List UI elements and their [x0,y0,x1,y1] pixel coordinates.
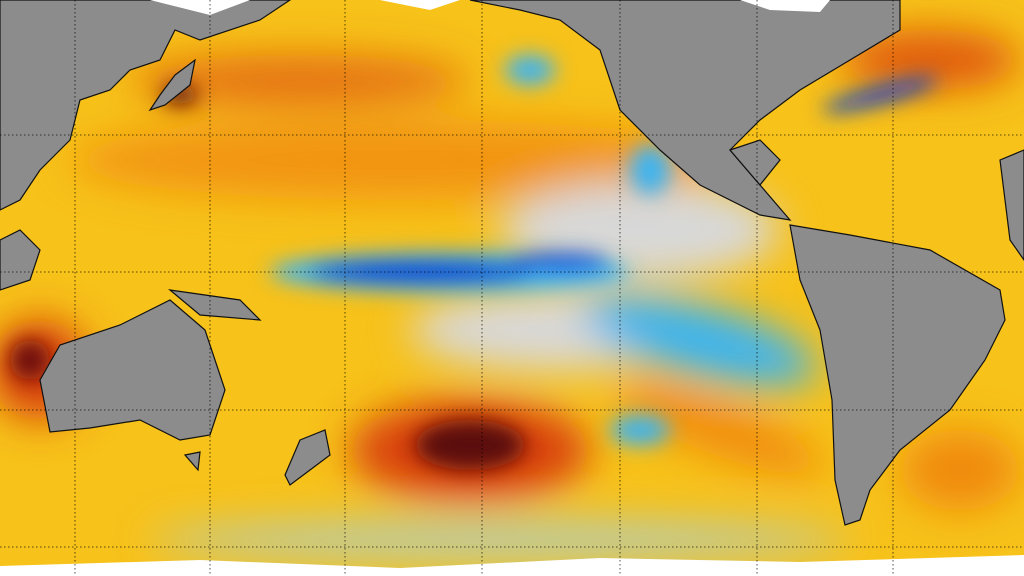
australia [39,299,226,441]
antarctic-ice [0,555,1024,576]
warm-north-atlantic [840,30,1020,90]
arctic-ice-west [150,0,250,15]
anomaly-layer [0,30,1020,560]
very-hot-west-australia [10,340,50,380]
southeast-asia [0,229,41,291]
new-zealand [284,429,331,486]
warm-south-atlantic [900,430,1020,510]
cool-patch-north [505,55,555,85]
south-america [789,224,1006,526]
cool-gulf-stream [822,77,938,113]
very-hot-south-pacific [415,420,525,470]
north-america [469,0,901,221]
cool-southern-ocean [150,520,850,560]
arctic-ice-canada [740,0,830,12]
arctic-ice-alaska [380,0,460,10]
cool-california [630,145,670,195]
land-layer [0,0,1024,526]
asia-landmass [0,0,292,211]
warm-band-kuroshio [130,55,470,105]
cool-east-tongue [583,294,817,386]
warm-southeast-pacific [616,385,824,475]
tasmania [183,451,201,472]
japan [148,58,196,112]
africa-edge [999,149,1024,262]
cool-patch-south [610,415,670,445]
warm-band-north-pacific [70,120,730,200]
new-guinea [167,289,262,321]
gulf-coast [728,139,781,186]
cold-equatorial-east [510,252,610,272]
